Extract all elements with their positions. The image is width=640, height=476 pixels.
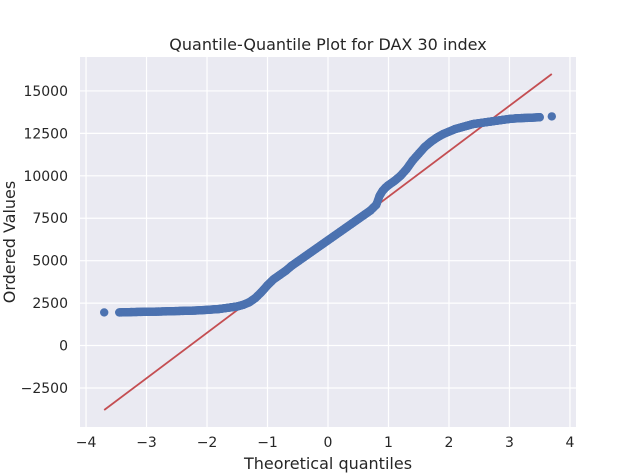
x-tick-label: 3 xyxy=(505,435,514,451)
x-axis-label: Theoretical quantiles xyxy=(243,454,412,473)
y-tick-label: 2500 xyxy=(32,296,68,312)
x-axis-ticks: −4 −3 −2 −1 0 1 2 3 4 xyxy=(76,435,575,451)
x-tick-label: −4 xyxy=(76,435,97,451)
y-tick-label: 5000 xyxy=(32,254,68,270)
y-tick-label: 7500 xyxy=(32,211,68,227)
y-tick-label: 0 xyxy=(59,339,68,355)
x-tick-label: 4 xyxy=(565,435,574,451)
x-tick-label: −3 xyxy=(136,435,157,451)
y-tick-label: 15000 xyxy=(23,84,68,100)
x-tick-label: −2 xyxy=(197,435,218,451)
y-tick-label: 12500 xyxy=(23,126,68,142)
data-points xyxy=(99,112,557,317)
data-point xyxy=(99,308,109,317)
data-point xyxy=(535,113,544,122)
x-tick-label: −1 xyxy=(257,435,278,451)
y-axis-ticks: −2500 0 2500 5000 7500 10000 12500 15000 xyxy=(21,84,68,397)
y-tick-label: 10000 xyxy=(23,169,68,185)
x-tick-label: 2 xyxy=(445,435,454,451)
chart-title: Quantile-Quantile Plot for DAX 30 index xyxy=(169,35,486,54)
x-tick-label: 0 xyxy=(324,435,333,451)
y-tick-label: −2500 xyxy=(21,381,68,397)
x-tick-label: 1 xyxy=(384,435,393,451)
y-axis-label: Ordered Values xyxy=(0,181,19,303)
data-point xyxy=(547,112,557,121)
